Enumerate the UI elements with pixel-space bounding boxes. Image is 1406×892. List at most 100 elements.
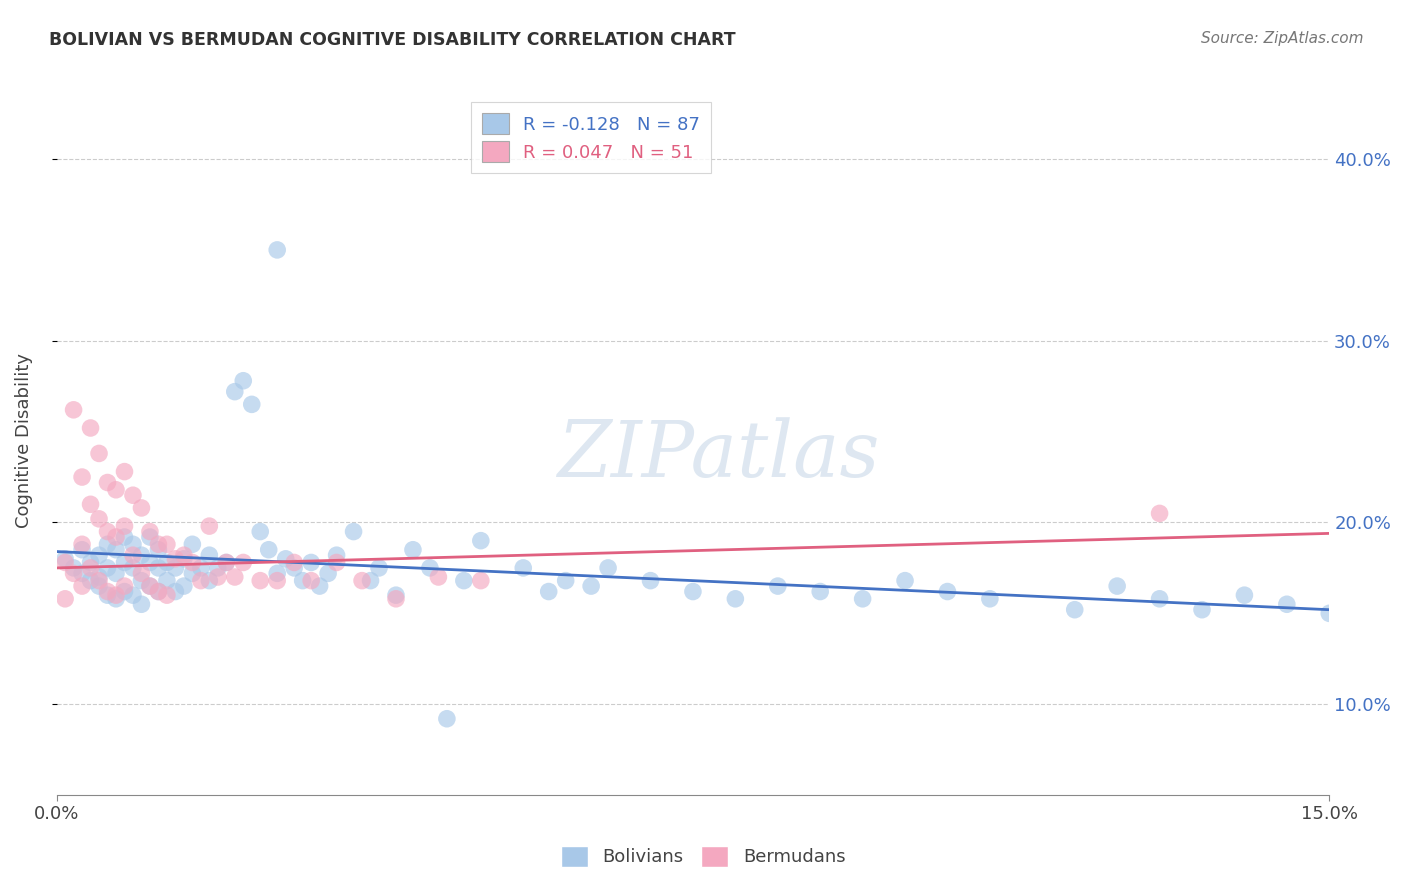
Point xyxy=(198,574,221,588)
Point xyxy=(232,556,254,570)
Point xyxy=(173,579,195,593)
Point xyxy=(419,561,441,575)
Point xyxy=(165,584,187,599)
Point xyxy=(979,591,1001,606)
Point xyxy=(512,561,534,575)
Point xyxy=(766,579,789,593)
Point xyxy=(70,566,93,581)
Point xyxy=(283,556,305,570)
Point xyxy=(173,548,195,562)
Point xyxy=(156,537,179,551)
Point xyxy=(53,556,76,570)
Point xyxy=(181,537,204,551)
Point xyxy=(96,537,118,551)
Point xyxy=(62,566,84,581)
Point xyxy=(131,500,153,515)
Point xyxy=(198,548,221,562)
Point xyxy=(79,556,101,570)
Point xyxy=(114,584,136,599)
Point xyxy=(96,561,118,575)
Point xyxy=(181,566,204,581)
Point xyxy=(96,524,118,539)
Point xyxy=(579,579,602,593)
Point xyxy=(156,588,179,602)
Point xyxy=(1191,603,1213,617)
Point xyxy=(114,530,136,544)
Point xyxy=(240,397,263,411)
Point xyxy=(139,530,162,544)
Text: BOLIVIAN VS BERMUDAN COGNITIVE DISABILITY CORRELATION CHART: BOLIVIAN VS BERMUDAN COGNITIVE DISABILIT… xyxy=(49,31,735,49)
Point xyxy=(385,588,408,602)
Point xyxy=(224,384,246,399)
Point xyxy=(131,548,153,562)
Point xyxy=(148,584,170,599)
Point xyxy=(165,551,187,566)
Point xyxy=(283,561,305,575)
Point xyxy=(70,537,93,551)
Point xyxy=(131,566,153,581)
Point xyxy=(308,579,330,593)
Point xyxy=(148,584,170,599)
Point xyxy=(402,542,425,557)
Point xyxy=(894,574,917,588)
Point xyxy=(368,561,391,575)
Point xyxy=(87,570,110,584)
Point xyxy=(1233,588,1256,602)
Point xyxy=(114,579,136,593)
Point xyxy=(360,574,382,588)
Point xyxy=(274,551,297,566)
Point xyxy=(114,519,136,533)
Point xyxy=(436,712,458,726)
Point xyxy=(105,483,128,497)
Point xyxy=(1317,607,1340,621)
Point xyxy=(266,574,288,588)
Point xyxy=(62,561,84,575)
Point xyxy=(427,570,450,584)
Point xyxy=(148,542,170,557)
Point xyxy=(537,584,560,599)
Point xyxy=(207,561,229,575)
Point xyxy=(79,561,101,575)
Point xyxy=(122,537,145,551)
Point xyxy=(105,588,128,602)
Point xyxy=(96,588,118,602)
Text: ZIPatlas: ZIPatlas xyxy=(557,417,880,493)
Point xyxy=(70,542,93,557)
Point xyxy=(114,556,136,570)
Point xyxy=(79,421,101,435)
Point xyxy=(198,519,221,533)
Point xyxy=(325,556,347,570)
Point xyxy=(139,524,162,539)
Point xyxy=(156,556,179,570)
Point xyxy=(682,584,704,599)
Point xyxy=(342,524,364,539)
Point xyxy=(122,588,145,602)
Point xyxy=(232,374,254,388)
Point xyxy=(87,574,110,588)
Point xyxy=(266,566,288,581)
Point xyxy=(1149,591,1171,606)
Point xyxy=(105,542,128,557)
Text: Source: ZipAtlas.com: Source: ZipAtlas.com xyxy=(1201,31,1364,46)
Point xyxy=(105,566,128,581)
Point xyxy=(224,570,246,584)
Point xyxy=(96,584,118,599)
Point xyxy=(470,533,492,548)
Point xyxy=(131,574,153,588)
Point xyxy=(122,548,145,562)
Point xyxy=(249,524,271,539)
Legend: Bolivians, Bermudans: Bolivians, Bermudans xyxy=(554,838,852,874)
Point xyxy=(299,556,322,570)
Point xyxy=(87,579,110,593)
Point xyxy=(207,570,229,584)
Point xyxy=(96,475,118,490)
Point xyxy=(249,574,271,588)
Point xyxy=(131,597,153,611)
Point xyxy=(173,551,195,566)
Point xyxy=(291,574,314,588)
Point xyxy=(105,530,128,544)
Point xyxy=(316,566,339,581)
Point xyxy=(724,591,747,606)
Point xyxy=(266,243,288,257)
Point xyxy=(114,465,136,479)
